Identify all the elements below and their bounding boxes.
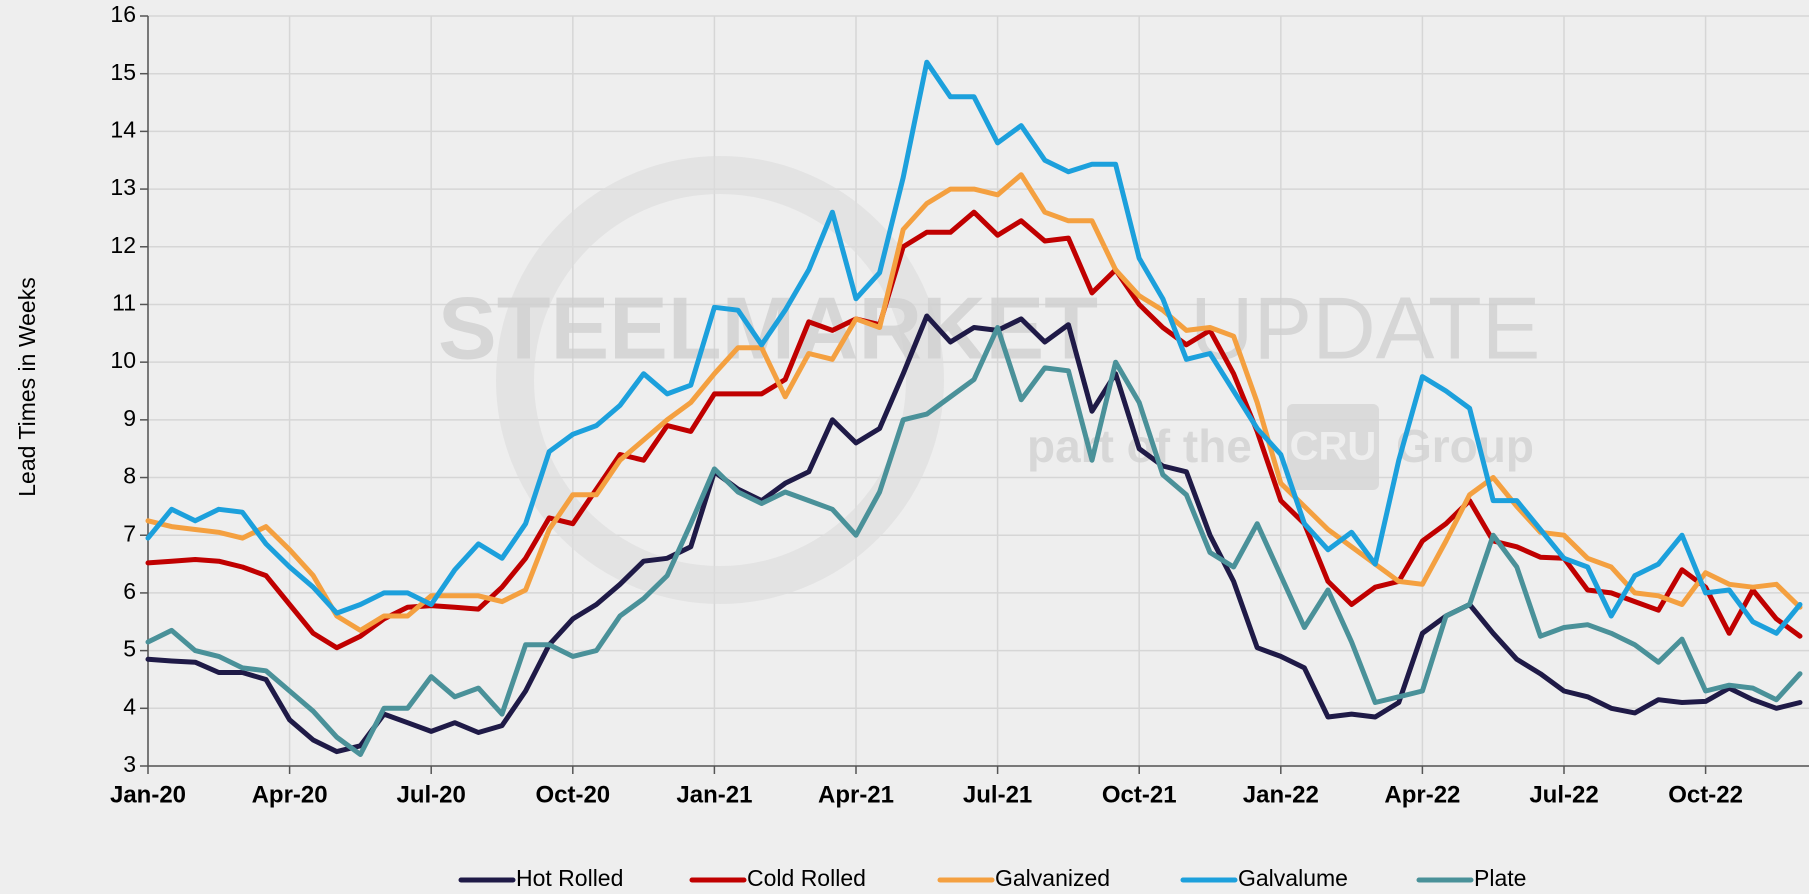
x-tick-label: Jul-21 <box>963 781 1032 808</box>
watermark-logo: CRU <box>1290 425 1377 469</box>
watermark-brand: UPDATE <box>1190 278 1540 377</box>
legend-label: Galvalume <box>1238 865 1348 891</box>
x-tick-label: Jan-21 <box>676 781 752 808</box>
y-tick-label: 14 <box>110 116 136 142</box>
y-tick-label: 13 <box>110 174 136 200</box>
watermark-swoosh <box>496 156 944 604</box>
y-tick-label: 5 <box>123 636 136 662</box>
y-tick-label: 11 <box>112 290 136 316</box>
line-series <box>145 209 1803 651</box>
line-series <box>145 325 1803 757</box>
y-tick-label: 9 <box>123 405 136 431</box>
x-tick-label: Oct-22 <box>1668 781 1743 808</box>
y-tick-label: 15 <box>110 59 136 85</box>
x-tick-label: Jul-20 <box>397 781 466 808</box>
x-tick-label: Jan-20 <box>110 781 186 808</box>
y-tick-label: 6 <box>123 578 136 604</box>
x-tick-label: Apr-20 <box>252 781 328 808</box>
legend-label: Galvanized <box>995 865 1110 891</box>
x-tick-label: Apr-22 <box>1384 781 1460 808</box>
y-tick-label: 10 <box>110 347 136 373</box>
x-tick-label: Oct-21 <box>1102 781 1177 808</box>
legend-label: Cold Rolled <box>747 865 866 891</box>
x-tick-label: Oct-20 <box>535 781 610 808</box>
y-tick-label: 3 <box>123 751 136 777</box>
line-series <box>145 59 1803 636</box>
y-axis-label: Lead Times in Weeks <box>14 277 40 496</box>
y-tick-label: 16 <box>110 1 136 27</box>
y-tick-label: 8 <box>123 463 136 489</box>
x-tick-label: Jul-22 <box>1529 781 1598 808</box>
y-tick-label: 4 <box>123 693 136 719</box>
legend-label: Hot Rolled <box>516 865 623 891</box>
watermark-logo-box <box>1287 404 1379 490</box>
line-series <box>145 313 1803 755</box>
x-tick-label: Apr-21 <box>818 781 894 808</box>
legend-label: Plate <box>1474 865 1526 891</box>
x-tick-label: Jan-22 <box>1243 781 1319 808</box>
watermark-group: Group <box>1396 420 1534 472</box>
y-tick-label: 7 <box>123 520 136 546</box>
y-tick-label: 12 <box>110 232 136 258</box>
